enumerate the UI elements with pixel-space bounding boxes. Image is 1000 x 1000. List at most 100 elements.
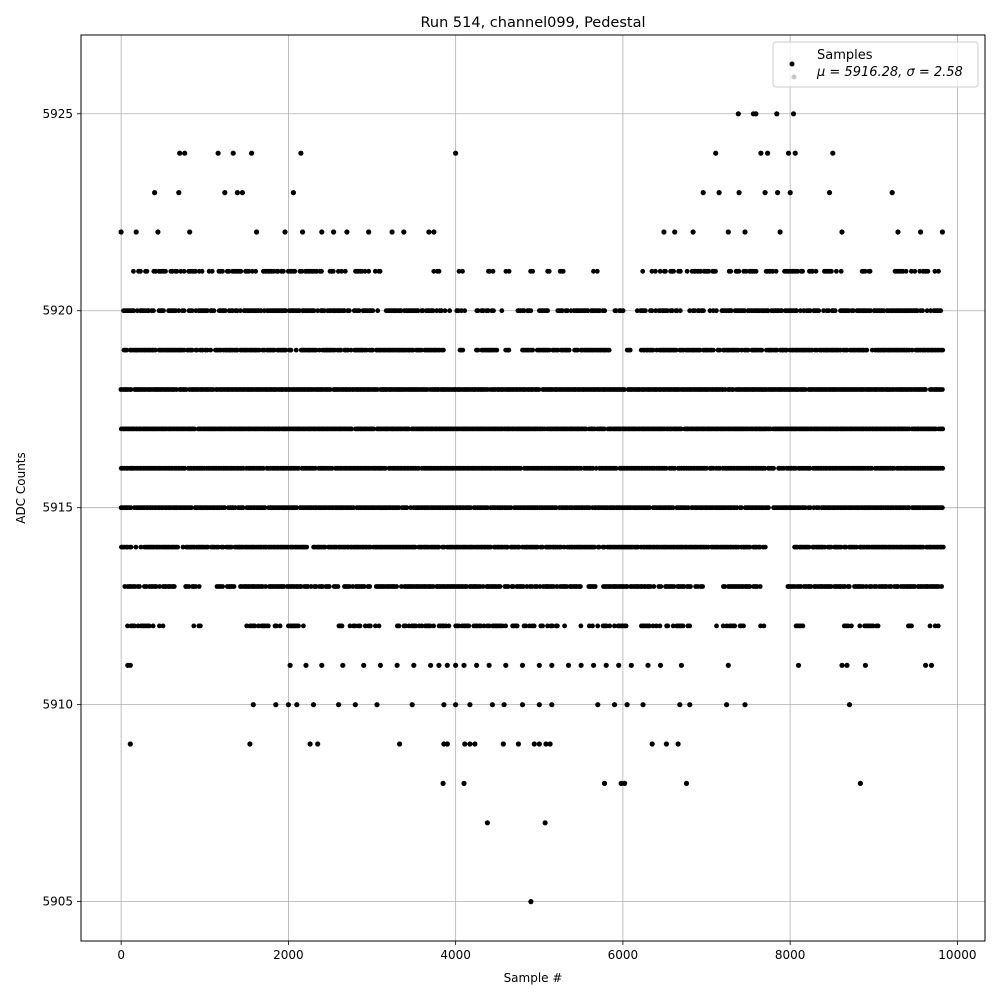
data-point bbox=[790, 111, 797, 117]
data-point bbox=[500, 741, 506, 747]
data-point bbox=[932, 268, 938, 274]
data-point bbox=[356, 308, 362, 314]
data-point bbox=[426, 229, 432, 235]
data-point bbox=[288, 347, 294, 353]
data-point bbox=[484, 820, 490, 826]
data-point bbox=[187, 229, 193, 235]
data-point bbox=[256, 347, 262, 353]
data-point bbox=[623, 623, 629, 629]
data-point bbox=[491, 308, 496, 314]
data-point bbox=[346, 308, 352, 314]
data-point bbox=[182, 150, 188, 156]
data-point bbox=[670, 505, 676, 511]
data-point bbox=[912, 584, 918, 589]
data-point bbox=[397, 741, 403, 747]
data-point bbox=[845, 623, 851, 629]
data-point bbox=[714, 308, 719, 314]
data-point bbox=[330, 268, 336, 274]
data-point bbox=[339, 268, 344, 274]
legend-label-stats: μ = 5916.28, σ = 2.58 bbox=[816, 65, 963, 80]
data-point bbox=[413, 623, 419, 629]
data-point bbox=[352, 702, 358, 708]
data-point bbox=[131, 308, 137, 314]
data-point bbox=[531, 623, 537, 629]
data-point bbox=[427, 623, 433, 629]
data-point bbox=[442, 308, 448, 314]
data-point bbox=[485, 308, 491, 314]
data-point bbox=[193, 584, 199, 589]
data-point bbox=[779, 308, 785, 314]
data-point bbox=[303, 662, 309, 668]
data-point bbox=[684, 268, 690, 274]
data-point bbox=[290, 190, 296, 196]
data-point bbox=[474, 662, 480, 668]
data-point bbox=[674, 308, 680, 314]
data-point bbox=[578, 623, 584, 629]
data-point bbox=[728, 308, 734, 314]
y-tick-label: 5920 bbox=[42, 304, 73, 318]
data-point bbox=[761, 623, 767, 629]
data-point bbox=[250, 702, 256, 708]
data-point bbox=[377, 662, 383, 668]
data-point bbox=[672, 465, 678, 471]
x-tick-label: 4000 bbox=[440, 948, 471, 962]
data-point bbox=[920, 544, 926, 550]
data-point bbox=[327, 387, 333, 392]
data-point bbox=[181, 268, 187, 274]
y-tick-label: 5905 bbox=[42, 895, 73, 909]
data-point bbox=[545, 308, 550, 314]
data-point bbox=[725, 229, 731, 235]
data-point bbox=[326, 584, 332, 589]
data-point bbox=[497, 584, 503, 589]
data-point bbox=[928, 662, 935, 668]
data-point bbox=[503, 623, 508, 629]
data-point bbox=[686, 505, 691, 511]
data-point bbox=[560, 308, 565, 314]
data-point bbox=[472, 741, 478, 747]
data-point bbox=[412, 544, 418, 550]
data-point bbox=[774, 111, 780, 117]
data-point bbox=[211, 308, 217, 314]
data-point bbox=[838, 544, 844, 550]
data-point bbox=[215, 150, 221, 156]
data-point bbox=[657, 662, 664, 668]
data-point bbox=[287, 662, 293, 668]
data-point bbox=[283, 308, 289, 314]
data-point bbox=[516, 544, 522, 550]
data-point bbox=[508, 505, 514, 511]
data-point bbox=[296, 623, 301, 629]
data-point bbox=[808, 584, 814, 589]
data-point bbox=[277, 623, 283, 629]
data-point bbox=[292, 268, 298, 274]
data-point bbox=[336, 702, 342, 708]
data-point bbox=[361, 662, 367, 668]
data-point bbox=[305, 584, 311, 589]
data-point bbox=[653, 268, 658, 274]
data-point bbox=[459, 308, 464, 314]
data-point bbox=[742, 308, 748, 314]
data-point bbox=[753, 111, 759, 117]
x-tick-label: 10000 bbox=[938, 948, 976, 962]
data-point bbox=[774, 347, 780, 353]
data-point bbox=[460, 268, 465, 274]
data-point bbox=[317, 347, 322, 353]
data-point bbox=[795, 268, 801, 274]
data-point bbox=[777, 229, 783, 235]
data-point bbox=[146, 623, 152, 629]
data-point bbox=[540, 623, 545, 629]
data-point bbox=[585, 308, 591, 314]
data-point bbox=[670, 623, 676, 629]
data-point bbox=[917, 268, 923, 274]
data-point bbox=[357, 623, 363, 629]
data-point bbox=[555, 623, 560, 629]
data-point bbox=[518, 465, 524, 471]
data-point bbox=[231, 584, 237, 589]
data-point bbox=[566, 347, 572, 353]
data-point bbox=[838, 268, 844, 274]
data-point bbox=[118, 229, 124, 235]
data-point bbox=[150, 623, 156, 629]
data-point bbox=[530, 347, 536, 353]
data-point bbox=[189, 347, 195, 353]
